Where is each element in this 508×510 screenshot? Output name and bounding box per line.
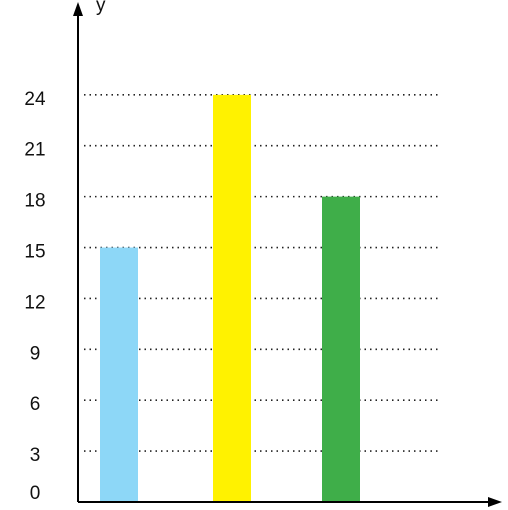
bar [213,94,251,503]
y-tick-label: 12 [24,292,45,313]
y-tick-label: 3 [30,445,41,466]
x-axis-arrow [488,497,502,507]
y-tick-label: 0 [30,483,41,504]
y-tick-label: 21 [24,140,45,161]
bar [322,196,360,502]
y-axis-arrow [73,2,83,16]
y-tick-label: 15 [24,242,45,263]
y-tick-label: 24 [24,89,46,110]
y-axis-label: y [96,0,106,16]
bar [100,247,138,502]
y-tick-label: 9 [30,343,41,364]
y-tick-label: 6 [30,394,41,415]
y-tick-label: 18 [24,191,45,212]
